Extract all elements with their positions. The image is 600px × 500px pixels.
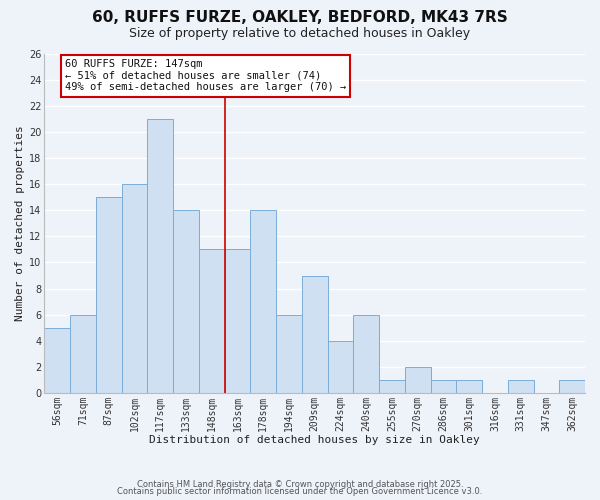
Bar xyxy=(405,366,431,393)
Text: 60 RUFFS FURZE: 147sqm
← 51% of detached houses are smaller (74)
49% of semi-det: 60 RUFFS FURZE: 147sqm ← 51% of detached… xyxy=(65,59,346,92)
Bar xyxy=(122,184,148,393)
Bar xyxy=(44,328,70,393)
Bar xyxy=(276,314,302,393)
Text: Contains HM Land Registry data © Crown copyright and database right 2025.: Contains HM Land Registry data © Crown c… xyxy=(137,480,463,489)
Bar xyxy=(173,210,199,393)
Bar xyxy=(431,380,456,393)
Bar xyxy=(199,250,224,393)
Bar xyxy=(224,250,250,393)
Bar xyxy=(559,380,585,393)
Y-axis label: Number of detached properties: Number of detached properties xyxy=(15,126,25,322)
Text: Size of property relative to detached houses in Oakley: Size of property relative to detached ho… xyxy=(130,28,470,40)
Text: Contains public sector information licensed under the Open Government Licence v3: Contains public sector information licen… xyxy=(118,488,482,496)
Bar xyxy=(328,340,353,393)
Bar xyxy=(353,314,379,393)
Bar xyxy=(148,119,173,393)
Bar xyxy=(508,380,533,393)
Text: 60, RUFFS FURZE, OAKLEY, BEDFORD, MK43 7RS: 60, RUFFS FURZE, OAKLEY, BEDFORD, MK43 7… xyxy=(92,10,508,25)
Bar xyxy=(70,314,96,393)
X-axis label: Distribution of detached houses by size in Oakley: Distribution of detached houses by size … xyxy=(149,435,480,445)
Bar xyxy=(302,276,328,393)
Bar xyxy=(456,380,482,393)
Bar xyxy=(379,380,405,393)
Bar xyxy=(250,210,276,393)
Bar xyxy=(96,198,122,393)
